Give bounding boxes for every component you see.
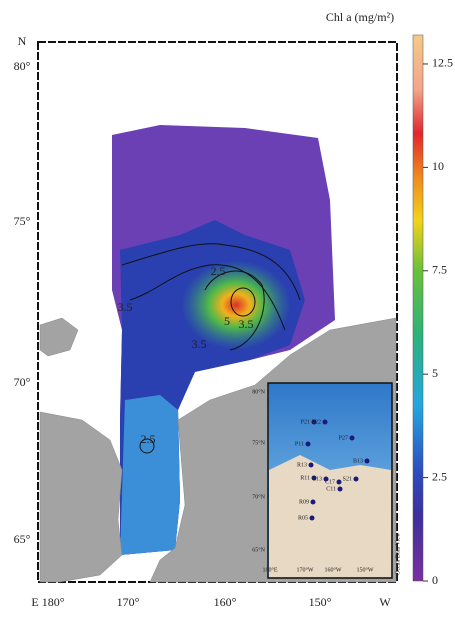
station-dot [353, 476, 359, 482]
station-dot [364, 458, 370, 464]
colorbar-tick-label: 12.5 [432, 56, 453, 70]
inset-land [269, 455, 391, 577]
contour-label: 3.5 [239, 317, 254, 331]
colorbar-tick-label: 10 [432, 159, 444, 173]
station-label: R05 [298, 515, 308, 521]
contour-label: 2.5 [141, 432, 156, 446]
contour [139, 438, 155, 454]
station-label: R11 [300, 475, 310, 481]
station-dot [349, 435, 355, 441]
colorbar-tick-label: 2.5 [432, 469, 447, 483]
station-dot [337, 486, 343, 492]
station-dot [311, 419, 317, 425]
inset-lat-label: 80°N [252, 388, 265, 395]
north-label: N [18, 34, 27, 48]
station-label: C13 [312, 476, 322, 482]
station-label: P27 [339, 435, 348, 441]
lat-label: 65° [14, 532, 31, 546]
station-dot [322, 419, 328, 425]
station-label: B13 [353, 458, 363, 464]
colorbar-tick-label: 5 [432, 366, 438, 380]
inset-lat-label: 70°N [252, 493, 265, 500]
inset-lon-label: 150°W [356, 566, 373, 573]
contour [129, 264, 286, 331]
inset-lat-label: 65°N [252, 546, 265, 553]
contour [121, 243, 301, 301]
station-label: R09 [299, 499, 309, 505]
colorbar [412, 34, 424, 582]
lon-label: 150° [309, 595, 332, 609]
contour [204, 270, 265, 351]
lat-label: 75° [14, 214, 31, 228]
lat-label: 70° [14, 375, 31, 389]
lon-label: 160° [214, 595, 237, 609]
station-label: P22 [312, 419, 321, 425]
lat-label: 80° [14, 59, 31, 73]
station-dot [308, 462, 314, 468]
station-label: P11 [295, 441, 304, 447]
inset-credit: Ocean Data View [395, 532, 401, 575]
station-dot [305, 441, 311, 447]
station-dot [309, 515, 315, 521]
inset-lon-label: 180°E [262, 566, 277, 573]
chl-maximum [181, 260, 291, 350]
contour [230, 287, 256, 317]
contour-label: 3.5 [192, 337, 207, 351]
station-label: R13 [297, 462, 307, 468]
inset-lon-label: 160°W [324, 566, 341, 573]
station-dot [336, 479, 342, 485]
land [39, 317, 79, 357]
station-label: C17 [325, 479, 335, 485]
station-dot [310, 499, 316, 505]
colorbar-tick-label: 0 [432, 573, 438, 587]
west-label: W [379, 595, 391, 609]
contour-label: 5 [224, 314, 230, 328]
inset-map [267, 382, 393, 579]
east-label: E 180° [31, 595, 64, 609]
chl-field-light [120, 395, 180, 555]
station-dot [311, 475, 317, 481]
lon-label: 170° [117, 595, 140, 609]
station-dot [323, 476, 329, 482]
station-label: C11 [326, 486, 336, 492]
contour-label: 2.5 [211, 264, 226, 278]
station-label: P21 [301, 419, 310, 425]
station-label: S21 [343, 476, 352, 482]
inset-lon-label: 170°W [296, 566, 313, 573]
contour-label: 3.5 [118, 300, 133, 314]
land [39, 411, 123, 583]
inset-lat-label: 75°N [252, 439, 265, 446]
colorbar-tick-label: 7.5 [432, 263, 447, 277]
colorbar-title: Chl a (mg/m²) [326, 10, 394, 24]
